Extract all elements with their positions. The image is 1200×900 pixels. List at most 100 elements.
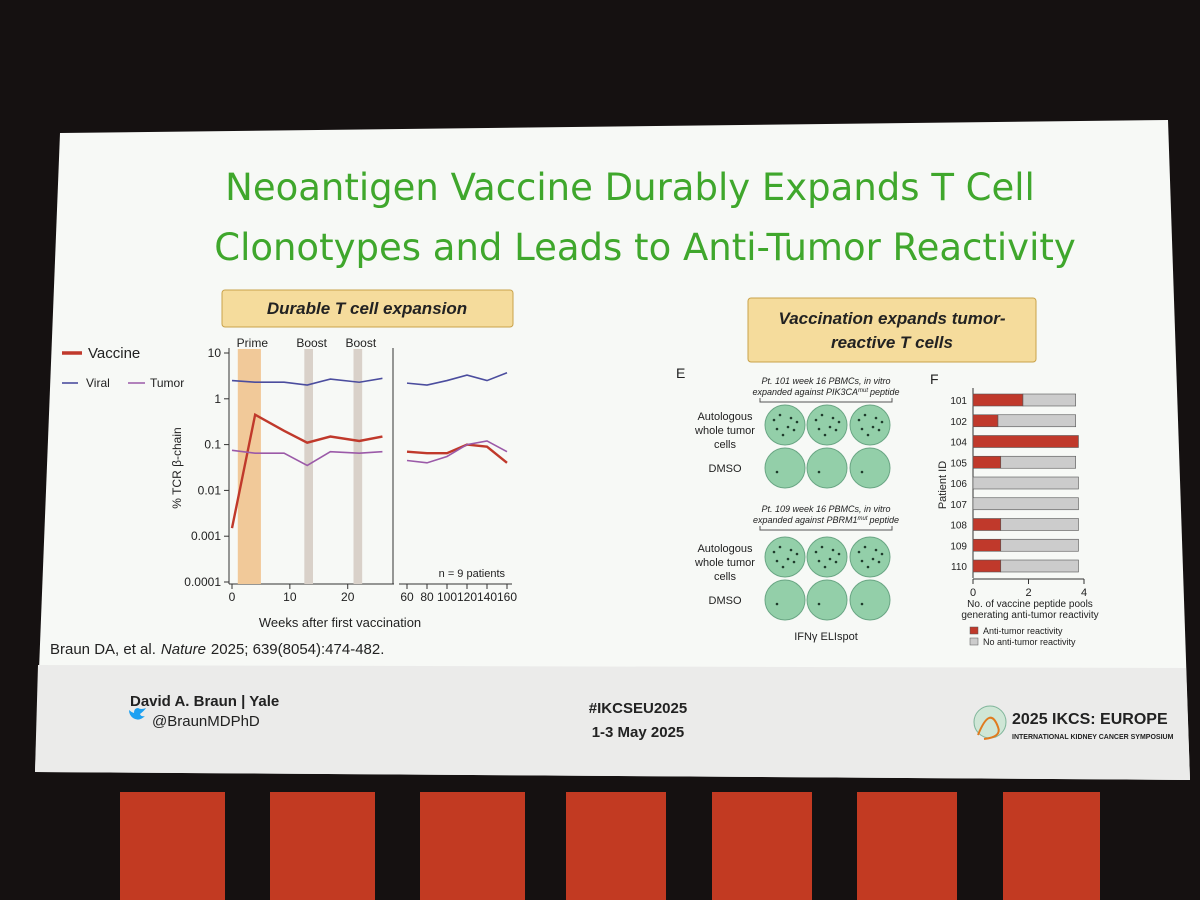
y-axis-label: Patient ID [937,461,949,509]
y-tick-label: 110 [951,562,967,573]
bar-segment [972,455,1002,469]
dates: 1-3 May 2025 [592,724,685,741]
series-line [231,377,383,386]
spot [877,428,881,432]
legend-label: Viral [86,376,110,390]
well [849,579,891,621]
legend-label: No anti-tumor reactivity [983,637,1076,647]
stage-panel [566,792,666,900]
caption: Pt. 109 week 16 PBMCs, in vitro [761,504,890,514]
header-box [747,297,1037,363]
row-labels: Autologous whole tumor cells DMSO Autolo… [694,411,755,607]
chart-header: Vaccination expands tumor- [778,309,1005,328]
well [764,579,806,621]
spot [871,557,875,561]
y-tick-label: 0.1 [204,438,221,452]
legend-swatch [969,637,979,646]
spot [863,545,867,549]
caption: expanded against PBRM1mut peptide [753,515,899,525]
x-tick-label: 20 [341,590,355,604]
panel-label: F [930,371,939,387]
row-label: DMSO [709,463,742,475]
spot [792,560,796,564]
spot [871,425,875,429]
spot [817,602,821,606]
bar-segment [972,414,999,428]
caption-sup: mut [858,516,868,522]
wells [764,404,891,621]
y-tick-label: 1 [214,392,221,406]
spot [860,470,864,474]
legend-label: Tumor [150,376,184,390]
logo-subtitle: INTERNATIONAL KIDNEY CANCER SYMPOSIUM [1012,734,1174,741]
x-axis-label: generating anti-tumor reactivity [961,610,1098,621]
spot [778,545,782,549]
bar-segment [1022,393,1076,407]
caption-text: peptide [869,387,900,397]
stage-panel [120,792,225,900]
x-tick-label: 0 [970,587,976,599]
y-tick-label: 104 [950,438,967,449]
stage-panel [1003,792,1100,900]
x-tick-label: 140 [477,590,497,604]
twitter-icon [129,708,146,720]
spot [857,418,861,422]
well [806,447,848,489]
spot [866,565,870,569]
well [764,404,806,446]
y-tick-label: 0.001 [191,529,221,543]
spot [823,433,827,437]
row-label: whole tumor [694,425,755,437]
x-tick-label: 10 [283,590,297,604]
bar-segment [972,559,1002,573]
caption-text: peptide [869,515,900,525]
bar-segment [972,393,1024,407]
bar-segment [972,476,1079,490]
caption-text: expanded against PIK3CA [752,387,858,397]
series-line [406,372,508,386]
stage-panel [420,792,525,900]
spot [781,565,785,569]
well [849,447,891,489]
y-tick-label: 0.01 [198,483,222,497]
header-box [221,289,514,328]
citation-details: 2025; 639(8054):474-482. [211,641,384,658]
bar-segment [1000,559,1079,573]
y-tick-label: 101 [950,396,967,407]
legend-label: Vaccine [88,345,140,362]
stage-panel [270,792,375,900]
citation-authors: Braun DA, et al. [50,641,156,658]
handle: @BraunMDPhD [152,713,260,730]
spot [772,550,776,554]
y-tick-label: 108 [950,521,967,532]
spot [775,470,779,474]
row-label: DMSO [709,595,742,607]
x-tick-label: 2 [1025,587,1031,599]
annotation: n = 9 patients [439,568,506,580]
spot [863,413,867,417]
series-line [406,443,508,464]
citation-journal: Nature [161,641,206,658]
stage-panel [857,792,957,900]
citation: Braun DA, et al. Nature 2025; 639(8054):47… [50,641,384,658]
spot [795,552,799,556]
well [806,579,848,621]
well [806,404,848,446]
logo-ribbon [977,716,1000,740]
band [353,349,363,584]
hashtag: #IKCSEU2025 [589,700,687,717]
spot [814,550,818,554]
slide-title: Neoantigen Vaccine Durably Expands T Cel… [225,166,1035,209]
assay-label: IFNγ ELIspot [794,631,858,643]
band-label: Boost [296,336,327,350]
spot [877,560,881,564]
x-axis-label: Weeks after first vaccination [259,615,421,630]
spot [814,418,818,422]
y-tick-label: 105 [950,458,967,469]
bar-segment [1000,455,1076,469]
spot [874,416,878,420]
spot [817,427,821,431]
spot [775,602,779,606]
